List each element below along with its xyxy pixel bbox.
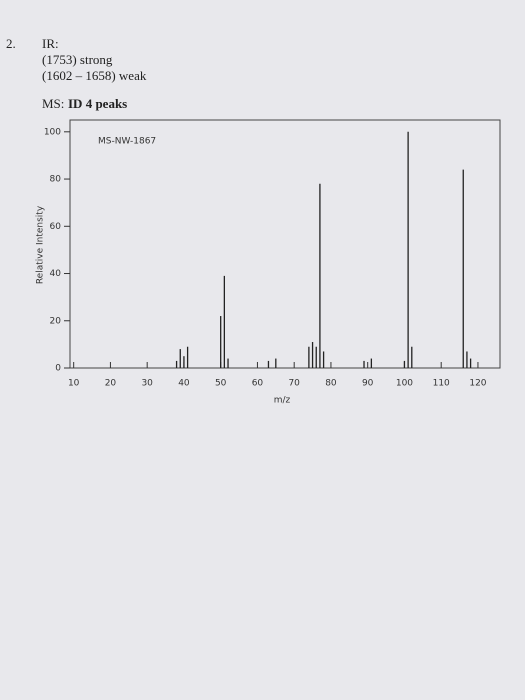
x-tick-label: 60 (252, 379, 264, 389)
y-tick-label: 40 (50, 269, 62, 279)
x-tick-label: 100 (396, 379, 413, 389)
x-tick-label: 20 (105, 379, 117, 389)
y-tick-label: 100 (44, 127, 61, 137)
question-number: 2. (6, 36, 16, 51)
x-tick-label: 120 (469, 379, 486, 389)
x-axis-label: m/z (274, 396, 291, 406)
y-tick-label: 0 (55, 364, 61, 374)
x-tick-label: 110 (433, 379, 450, 389)
y-tick-label: 80 (50, 175, 62, 185)
ir-heading: IR: (42, 36, 59, 51)
x-tick-label: 80 (325, 379, 337, 389)
x-tick-label: 70 (288, 379, 300, 389)
x-tick-label: 30 (141, 379, 153, 389)
ir-line: (1602 – 1658) weak (42, 68, 147, 83)
ms-heading: MS: (42, 96, 64, 111)
x-tick-label: 90 (362, 379, 374, 389)
spectrum-code: MS-NW-1867 (98, 137, 156, 147)
y-axis-label: Relative Intensity (36, 205, 46, 284)
x-tick-label: 10 (68, 379, 80, 389)
x-tick-label: 50 (215, 379, 227, 389)
ms-note: ID 4 peaks (68, 96, 127, 111)
x-tick-label: 40 (178, 379, 190, 389)
y-tick-label: 20 (50, 316, 62, 326)
plot-frame (69, 119, 501, 369)
ir-line: (1753) strong (42, 52, 113, 67)
y-tick-label: 60 (50, 222, 62, 232)
